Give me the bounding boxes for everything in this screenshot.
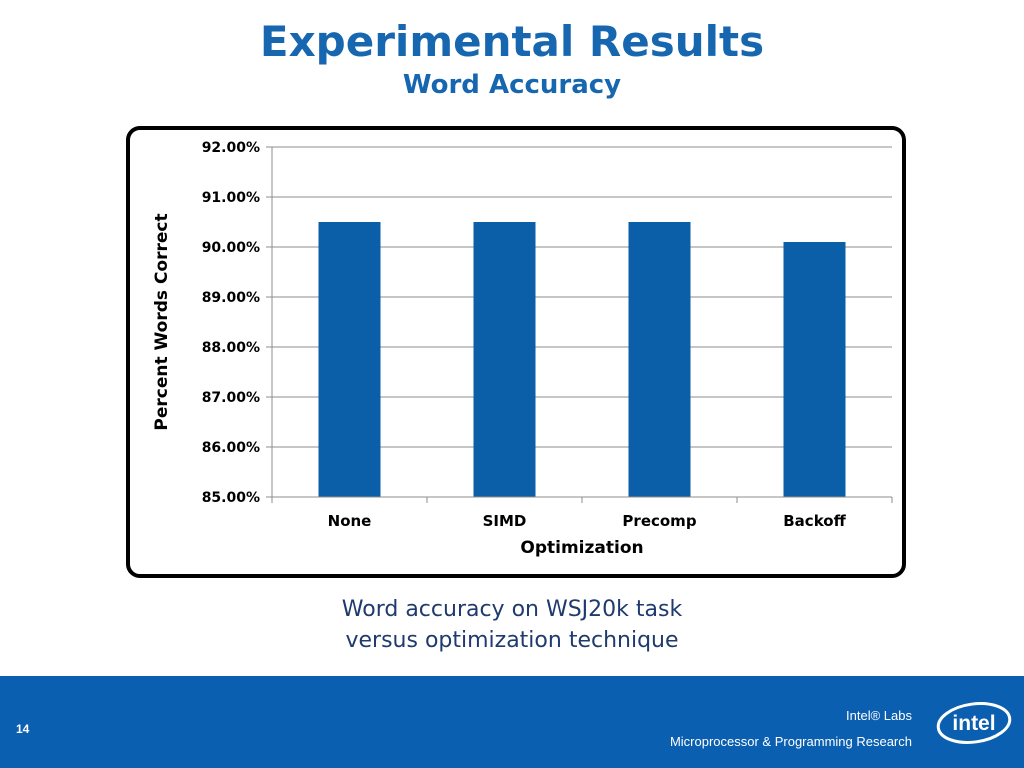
slide-caption: Word accuracy on WSJ20k task versus opti… bbox=[0, 594, 1024, 656]
y-tick-label: 89.00% bbox=[202, 290, 260, 306]
y-tick-label: 85.00% bbox=[202, 490, 260, 506]
bar bbox=[628, 222, 691, 497]
bar-chart: 85.00% 86.00% 87.00% 88.00% 89.00% 90.00% 91.0… bbox=[152, 140, 893, 558]
intel-logo-text: intel bbox=[952, 712, 995, 735]
chart-frame: 85.00% 86.00% 87.00% 88.00% 89.00% 90.00% 91.0… bbox=[126, 126, 906, 578]
lab-department: Microprocessor & Programming Research bbox=[669, 734, 912, 749]
y-axis-title: Percent Words Correct bbox=[152, 213, 172, 430]
x-axis-title: Optimization bbox=[520, 538, 643, 558]
bar bbox=[783, 242, 846, 497]
lab-name: Intel® Labs bbox=[846, 708, 912, 723]
x-category-label: Backoff bbox=[783, 512, 846, 530]
x-category-label: Precomp bbox=[622, 512, 696, 530]
y-tick-label: 86.00% bbox=[202, 440, 260, 456]
bar bbox=[318, 222, 381, 497]
y-tick-label: 92.00% bbox=[202, 140, 260, 156]
y-tick-label: 87.00% bbox=[202, 390, 260, 406]
y-tick-label: 90.00% bbox=[202, 240, 260, 256]
x-category-label: None bbox=[328, 512, 372, 530]
slide-title: Experimental Results bbox=[259, 17, 765, 66]
x-category-label: SIMD bbox=[483, 512, 527, 530]
bars bbox=[318, 222, 846, 497]
bar bbox=[473, 222, 536, 497]
y-tick-label: 88.00% bbox=[202, 340, 260, 356]
intel-logo: intel bbox=[936, 702, 1012, 744]
caption-line-2: versus optimization technique bbox=[345, 628, 679, 653]
caption-line-1: Word accuracy on WSJ20k task bbox=[341, 597, 683, 622]
axes bbox=[266, 146, 893, 503]
page-number: 14 bbox=[16, 722, 30, 736]
y-tick-label: 91.00% bbox=[202, 190, 260, 206]
slide-subtitle: Word Accuracy bbox=[402, 70, 622, 100]
labels: 85.00% 86.00% 87.00% 88.00% 89.00% 90.00% 91.0… bbox=[152, 140, 847, 558]
footer-bar: 14 Intel® Labs Microprocessor & Programm… bbox=[0, 676, 1024, 768]
